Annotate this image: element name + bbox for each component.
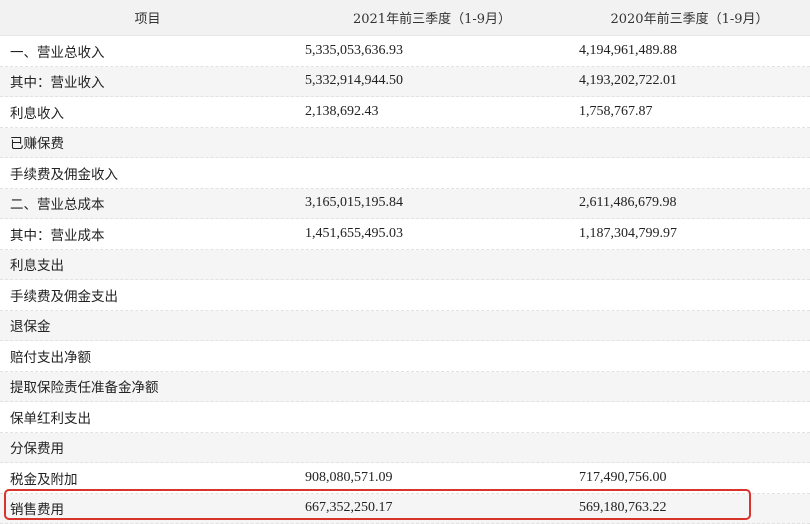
row-item: 销售费用 — [10, 502, 64, 519]
row-value-2020: 2,611,486,679.98 — [579, 195, 677, 211]
row-value-2021: 5,332,914,944.50 — [305, 73, 403, 89]
row-value-2021: 5,335,053,636.93 — [305, 42, 403, 58]
table-row: 保单红利支出 — [0, 402, 810, 433]
row-value-2020: 1,187,304,799.97 — [579, 225, 677, 241]
row-item: 提取保险责任准备金净额 — [10, 380, 159, 397]
table-row: 利息支出 — [0, 249, 810, 280]
table-row: 分保费用 — [0, 432, 810, 463]
row-value-2020: 1,758,767.87 — [579, 103, 653, 119]
row-item: 二、营业总成本 — [10, 197, 105, 214]
row-item: 手续费及佣金收入 — [10, 166, 118, 183]
row-item: 其中：营业收入 — [10, 75, 105, 92]
row-value-2021: 1,451,655,495.03 — [305, 225, 403, 241]
table-row: 利息收入 2,138,692.43 1,758,767.87 — [0, 97, 810, 128]
row-value-2021: 908,080,571.09 — [305, 469, 393, 485]
row-item: 利息支出 — [10, 258, 64, 275]
row-value-2020: 4,193,202,722.01 — [579, 73, 677, 89]
table-body: 一、营业总收入 5,335,053,636.93 4,194,961,489.88 其… — [0, 36, 810, 524]
table-row: 已赚保费 — [0, 127, 810, 158]
row-item: 其中：营业成本 — [10, 227, 105, 244]
table-row: 其中：营业成本 1,451,655,495.03 1,187,304,799.97 — [0, 219, 810, 250]
row-value-2021: 667,352,250.17 — [305, 500, 393, 516]
row-value-2020: 569,180,763.22 — [579, 500, 667, 516]
row-value-2020: 717,490,756.00 — [579, 469, 667, 485]
table-header: 项目 2021年前三季度（1-9月） 2020年前三季度（1-9月） — [0, 0, 810, 36]
table-row: 手续费及佣金支出 — [0, 280, 810, 311]
row-item: 已赚保费 — [10, 136, 64, 153]
row-item: 利息收入 — [10, 105, 64, 122]
table-row: 二、营业总成本 3,165,015,195.84 2,611,486,679.98 — [0, 188, 810, 219]
row-item: 分保费用 — [10, 441, 64, 458]
row-item: 保单红利支出 — [10, 410, 91, 427]
row-value-2020: 4,194,961,489.88 — [579, 42, 677, 58]
table-row: 赔付支出净额 — [0, 341, 810, 372]
row-item: 手续费及佣金支出 — [10, 288, 118, 305]
table-row: 提取保险责任准备金净额 — [0, 371, 810, 402]
table-row: 一、营业总收入 5,335,053,636.93 4,194,961,489.88 — [0, 36, 810, 67]
table-row: 其中：营业收入 5,332,914,944.50 4,193,202,722.01 — [0, 66, 810, 97]
header-item: 项目 — [134, 12, 161, 27]
row-value-2021: 2,138,692.43 — [305, 103, 379, 119]
header-2021: 2021年前三季度（1-9月） — [352, 12, 512, 27]
table-row: 销售费用 667,352,250.17 569,180,763.22 — [0, 493, 810, 524]
table-row: 手续费及佣金收入 — [0, 158, 810, 189]
row-item: 一、营业总收入 — [10, 44, 105, 61]
row-item: 税金及附加 — [10, 471, 78, 488]
row-item: 退保金 — [10, 319, 51, 336]
header-2020: 2020年前三季度（1-9月） — [610, 12, 769, 27]
table-row: 退保金 — [0, 310, 810, 341]
row-item: 赔付支出净额 — [10, 349, 91, 366]
table-row: 税金及附加 908,080,571.09 717,490,756.00 — [0, 463, 810, 494]
row-value-2021: 3,165,015,195.84 — [305, 195, 403, 211]
